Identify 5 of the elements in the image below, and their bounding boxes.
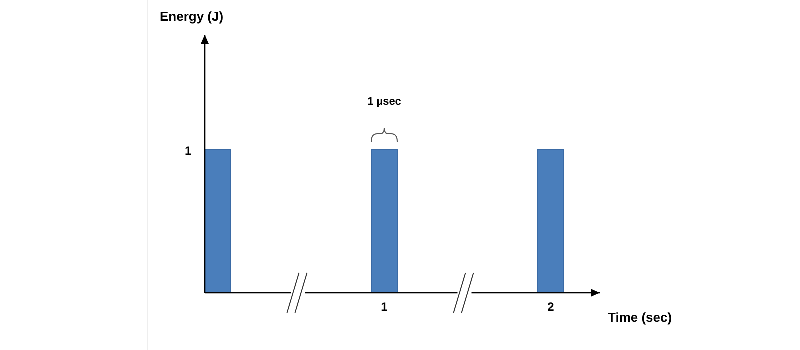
text: 1 µsec — [368, 96, 402, 108]
x-tick-label: 2 — [548, 300, 555, 314]
x-axis-title: Time (sec) — [608, 310, 672, 325]
text: Energy (J) — [160, 9, 224, 24]
text: 1 — [185, 144, 192, 158]
